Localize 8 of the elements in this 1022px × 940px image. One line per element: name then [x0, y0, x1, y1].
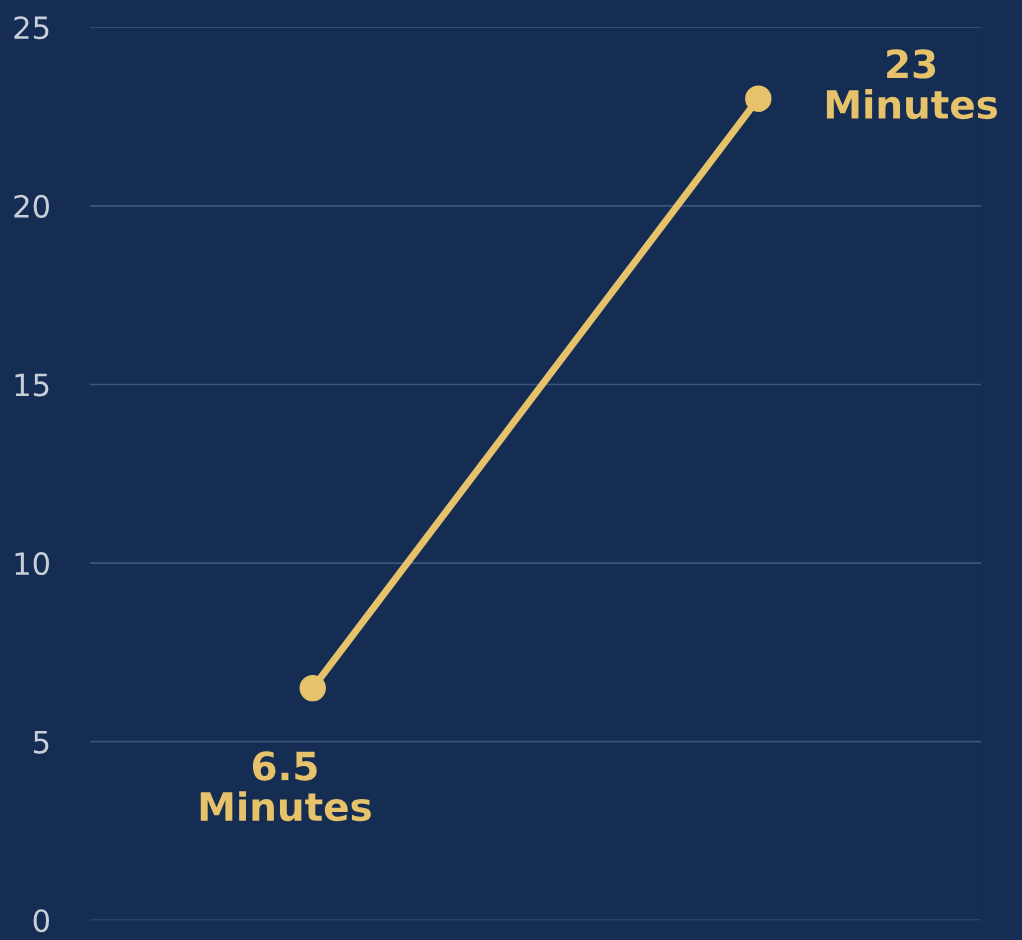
y-tick-label: 10	[15, 551, 50, 576]
y-tick-label: 15	[15, 373, 49, 397]
data-label: 23 Minutes	[826, 49, 998, 120]
y-tick-label: 20	[14, 194, 50, 218]
y-tick-label: 25	[14, 16, 49, 40]
y-tick-label: 0	[33, 909, 50, 933]
y-tick-label: 5	[33, 730, 49, 754]
data-label: 6.5 Minutes	[200, 751, 371, 822]
